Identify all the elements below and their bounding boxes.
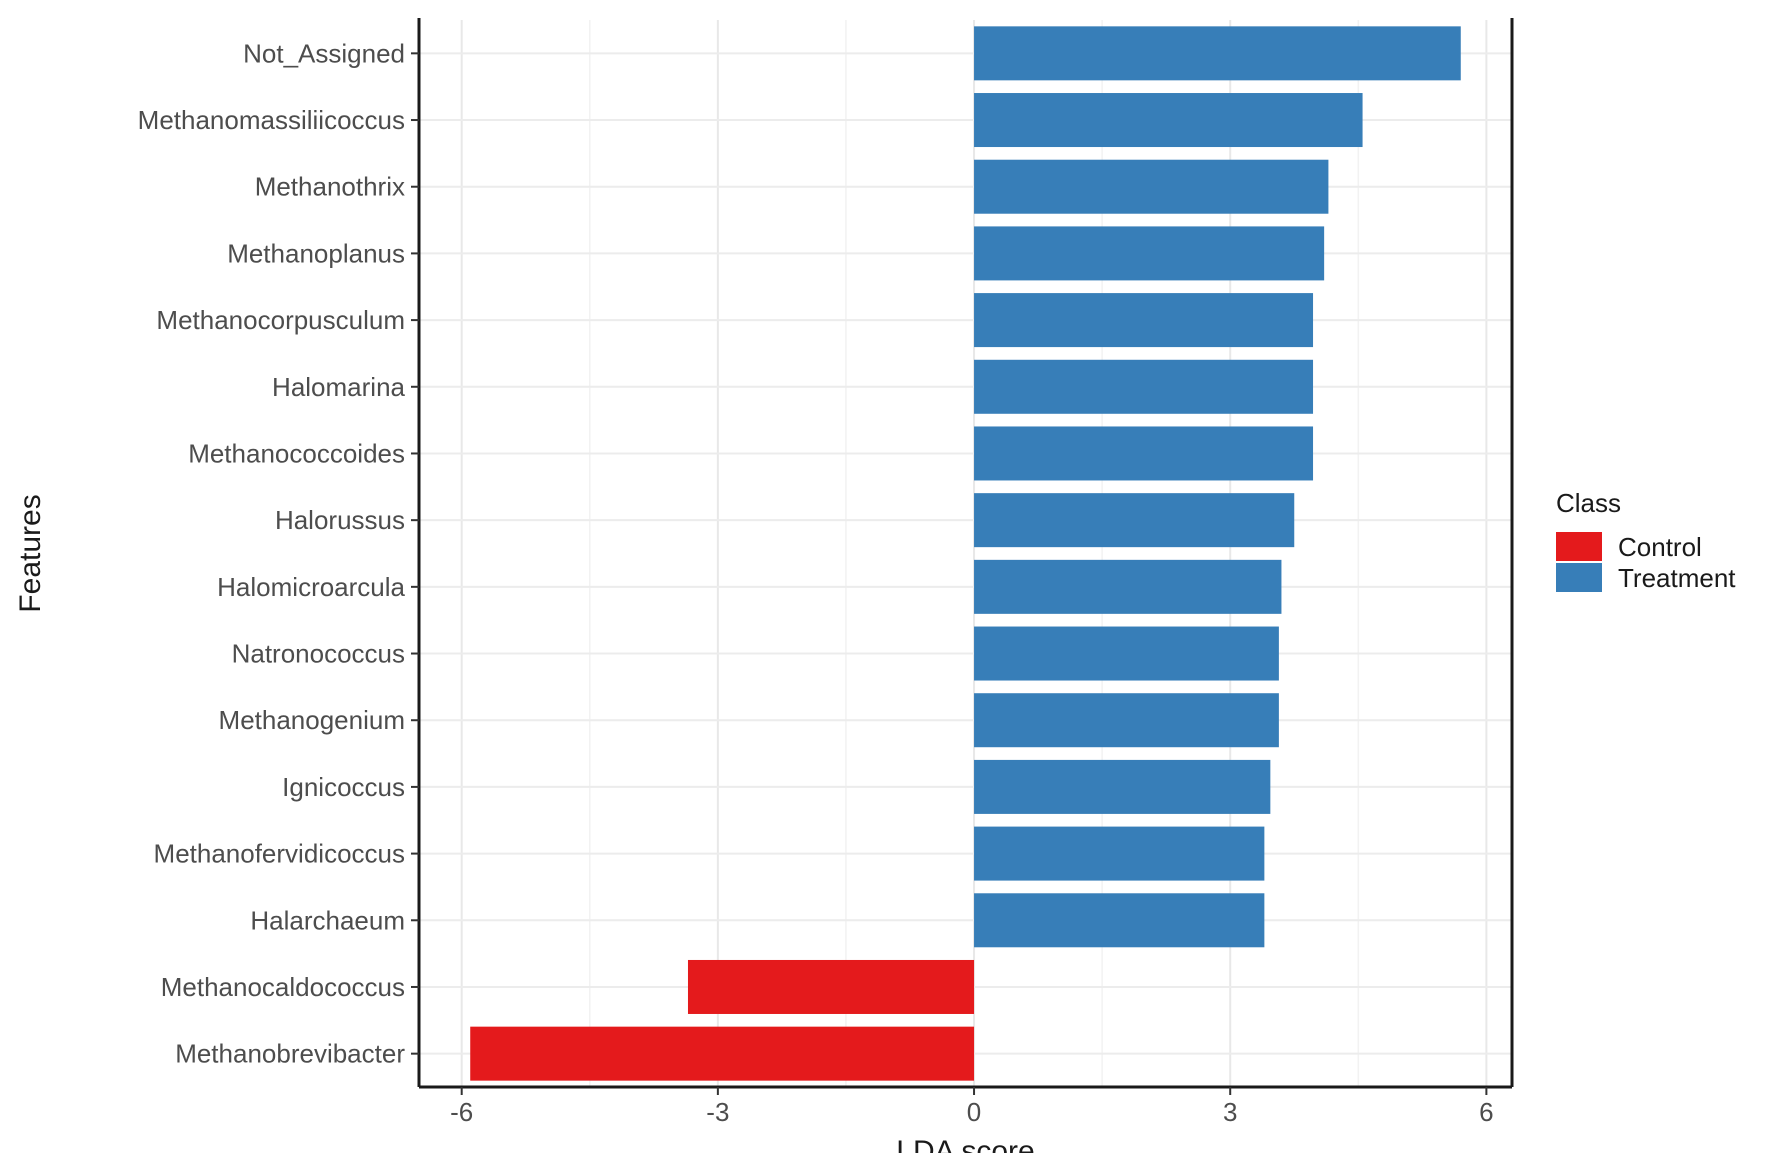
y-axis-title: Features: [14, 494, 47, 612]
y-tick-label: Not_Assigned: [243, 38, 405, 68]
y-tick-label: Halomarina: [272, 372, 405, 402]
y-tick-label: Methanothrix: [255, 172, 405, 202]
legend-label-treatment: Treatment: [1618, 563, 1736, 593]
x-tick-label: 0: [967, 1097, 981, 1127]
y-tick-label: Ignicoccus: [282, 772, 405, 802]
bar-methanomassiliicoccus: [974, 93, 1363, 148]
bar-methanococcoides: [974, 426, 1314, 481]
bar-halarchaeum: [974, 893, 1265, 948]
x-axis-title: LDA score: [896, 1135, 1034, 1153]
y-tick-label: Methanobrevibacter: [175, 1039, 405, 1069]
y-tick-label: Methanoplanus: [227, 238, 405, 268]
y-tick-label: Methanocaldococcus: [161, 972, 405, 1002]
bar-halomicroarcula: [974, 559, 1282, 614]
bar-methanofervidicoccus: [974, 826, 1265, 881]
legend-swatch-treatment: [1556, 563, 1602, 592]
bar-natronococcus: [974, 626, 1279, 681]
bar-methanocorpusculum: [974, 293, 1314, 348]
bar-methanobrevibacter: [470, 1026, 975, 1081]
bar-halomarina: [974, 359, 1314, 414]
y-tick-label: Methanofervidicoccus: [154, 839, 405, 869]
y-tick-label: Halarchaeum: [250, 905, 405, 935]
bar-methanogenium: [974, 693, 1279, 748]
x-tick-label: -6: [450, 1097, 473, 1127]
legend-swatch-control: [1556, 532, 1602, 561]
y-tick-label: Halorussus: [275, 505, 405, 535]
labels-layer: Not_Assigned Methanomassiliicoccus Methano…: [138, 38, 1494, 1127]
y-tick-label: Methanomassiliicoccus: [138, 105, 405, 135]
bar-ignicoccus: [974, 759, 1271, 814]
axes-layer: [411, 18, 1514, 1095]
bar-methanocaldococcus: [687, 959, 975, 1014]
bar-methanoplanus: [974, 226, 1325, 281]
bar-methanothrix: [974, 159, 1329, 214]
y-tick-label: Methanocorpusculum: [156, 305, 405, 335]
bar-halorussus: [974, 493, 1295, 548]
grid-layer: [419, 20, 1512, 1087]
legend: Class Control Treatment: [1556, 488, 1736, 593]
y-tick-label: Methanogenium: [219, 705, 405, 735]
x-tick-label: 3: [1223, 1097, 1237, 1127]
bar-not-assigned: [974, 26, 1461, 81]
bars-layer: [470, 26, 1461, 1081]
legend-title: Class: [1556, 488, 1621, 518]
x-tick-label: 6: [1479, 1097, 1493, 1127]
legend-label-control: Control: [1618, 532, 1702, 562]
x-tick-label: -3: [706, 1097, 729, 1127]
y-tick-label: Halomicroarcula: [217, 572, 405, 602]
y-tick-label: Natronococcus: [232, 639, 405, 669]
y-tick-label: Methanococcoides: [188, 438, 405, 468]
